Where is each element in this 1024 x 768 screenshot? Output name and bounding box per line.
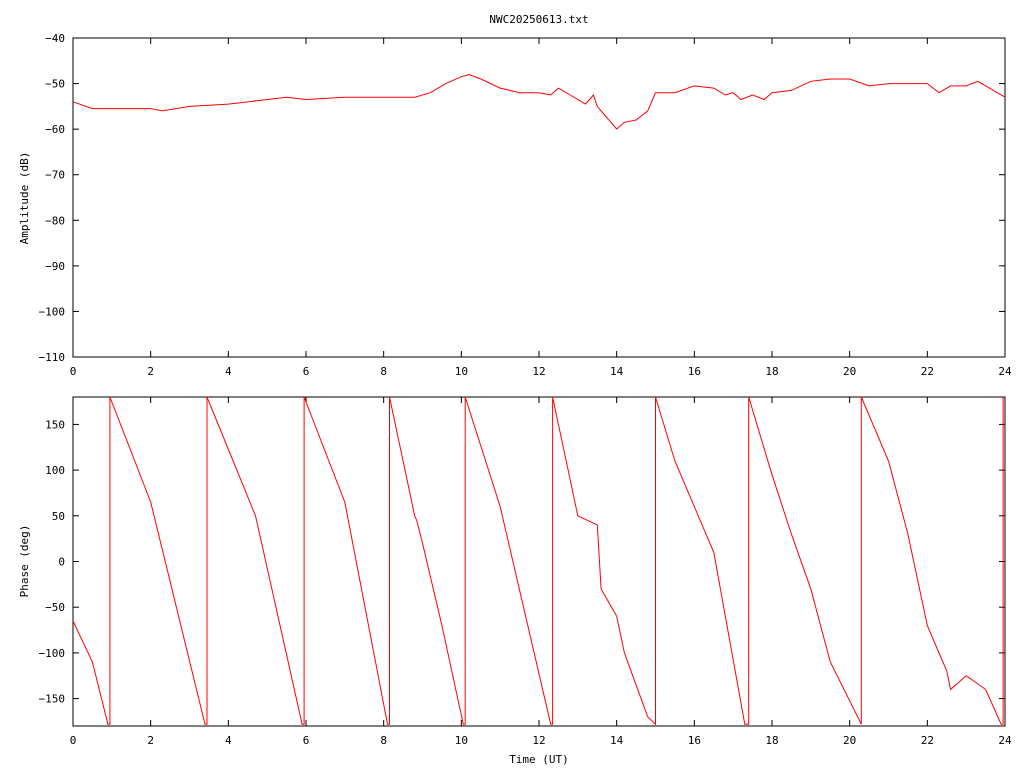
- phase-x-tick-label: 18: [765, 734, 778, 747]
- phase-panel: Phase (deg) Time (UT) 0 2 4 6 8 10 12 14 16 18 20 2…: [18, 396, 1012, 766]
- phase-x-tick-label: 22: [921, 734, 934, 747]
- time-axis-label: Time (UT): [509, 753, 569, 766]
- amplitude-x-tick-label: 22: [921, 365, 934, 378]
- amplitude-x-tick-label: 24: [998, 365, 1012, 378]
- phase-x-tick-label: 10: [455, 734, 468, 747]
- amplitude-y-tick-label: −90: [45, 260, 65, 273]
- amplitude-series-line: [72, 73, 1006, 130]
- amplitude-x-tick-label: 20: [843, 365, 856, 378]
- amplitude-x-tick-label: 12: [532, 365, 545, 378]
- phase-x-tick-label: 24: [998, 734, 1012, 747]
- phase-x-tick-label: 14: [610, 734, 624, 747]
- amplitude-y-tick-label: −40: [45, 32, 65, 45]
- amplitude-series-group: [72, 73, 1006, 130]
- amplitude-y-tick-label: −50: [45, 78, 65, 91]
- chart-title: NWC20250613.txt: [489, 13, 588, 26]
- amplitude-panel: Amplitude (dB) 0 2 4 6 8 10 12 14 16 18 20 22 24−110…: [18, 32, 1012, 378]
- amplitude-y-tick-label: −100: [39, 305, 66, 318]
- amplitude-x-tick-label: 8: [380, 365, 387, 378]
- amplitude-y-tick-label: −110: [39, 351, 66, 364]
- amplitude-x-tick-label: 18: [765, 365, 778, 378]
- amplitude-x-tick-label: 14: [610, 365, 624, 378]
- amplitude-axis-label: Amplitude (dB): [18, 152, 31, 245]
- phase-x-tick-label: 16: [688, 734, 701, 747]
- amplitude-x-tick-label: 16: [688, 365, 701, 378]
- phase-ticks: 0 2 4 6 8 10 12 14 16 18 20 22 24−150−100−5005010015…: [39, 397, 1012, 747]
- amplitude-y-tick-label: −60: [45, 123, 65, 136]
- phase-x-tick-label: 4: [225, 734, 232, 747]
- phase-x-tick-label: 20: [843, 734, 856, 747]
- phase-x-tick-label: 8: [380, 734, 387, 747]
- phase-x-tick-label: 0: [70, 734, 77, 747]
- phase-y-tick-label: 50: [52, 510, 65, 523]
- phase-series-line: [72, 396, 1004, 726]
- phase-series-group: [72, 396, 1004, 726]
- amplitude-y-tick-label: −80: [45, 214, 65, 227]
- phase-y-tick-label: −50: [45, 601, 65, 614]
- phase-x-tick-label: 12: [532, 734, 545, 747]
- amplitude-x-tick-label: 6: [303, 365, 310, 378]
- phase-y-tick-label: 150: [45, 418, 65, 431]
- amplitude-y-tick-label: −70: [45, 169, 65, 182]
- amplitude-x-tick-label: 10: [455, 365, 468, 378]
- phase-y-tick-label: −100: [39, 647, 66, 660]
- phase-y-tick-label: 0: [58, 556, 65, 569]
- phase-y-tick-label: −150: [39, 693, 66, 706]
- phase-x-tick-label: 6: [303, 734, 310, 747]
- phase-axis-label: Phase (deg): [18, 525, 31, 598]
- phase-y-tick-label: 100: [45, 464, 65, 477]
- amplitude-x-tick-label: 4: [225, 365, 232, 378]
- amplitude-x-tick-label: 2: [147, 365, 154, 378]
- amplitude-ticks: 0 2 4 6 8 10 12 14 16 18 20 22 24−110−100−90−80−70−6…: [39, 32, 1012, 378]
- amplitude-x-tick-label: 0: [70, 365, 77, 378]
- phase-x-tick-label: 2: [147, 734, 154, 747]
